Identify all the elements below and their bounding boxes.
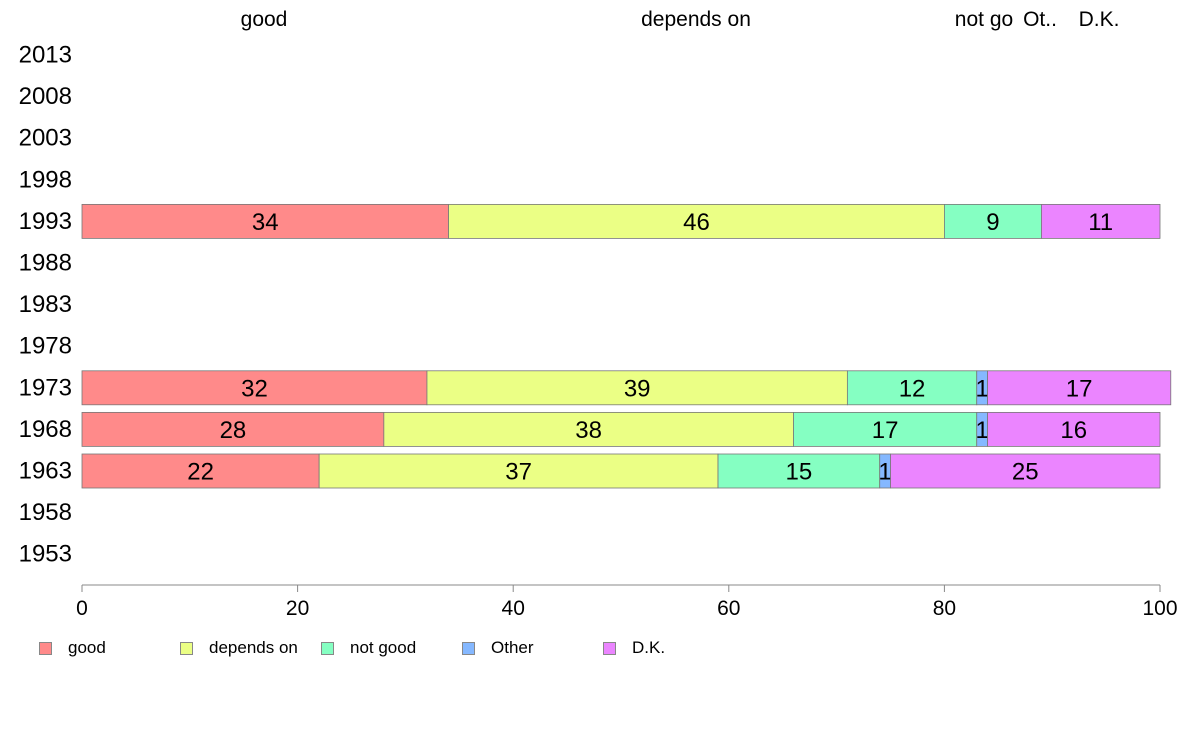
- x-tick-label: 0: [76, 597, 88, 620]
- data-label: 32: [241, 375, 268, 402]
- data-label: 15: [786, 459, 813, 486]
- bar-segment: [987, 411, 1161, 447]
- bar-segment: [81, 370, 428, 406]
- x-tick-label: 20: [286, 597, 309, 620]
- x-tick-label: 40: [502, 597, 525, 620]
- data-label: 28: [220, 417, 247, 444]
- legend-label: Other: [491, 638, 534, 657]
- data-label: 22: [187, 459, 214, 486]
- y-tick-label: 1998: [19, 166, 72, 193]
- data-label: 38: [575, 417, 602, 444]
- data-label: 1: [975, 417, 988, 444]
- data-label: 39: [624, 375, 651, 402]
- bar-segment: [383, 411, 794, 447]
- x-tick-label: 100: [1142, 597, 1177, 620]
- data-label: 37: [505, 459, 532, 486]
- bar-segment: [944, 203, 1042, 239]
- legend-swatch: [39, 641, 52, 655]
- bar-segment: [318, 453, 719, 489]
- column-header: Ot..: [1023, 8, 1057, 31]
- bar-segment: [717, 453, 881, 489]
- y-tick-label: 1968: [19, 416, 72, 443]
- y-tick-label: 2013: [19, 42, 72, 69]
- y-tick-label: 1953: [19, 541, 72, 568]
- y-tick-label: 1983: [19, 291, 72, 318]
- legend-label: not good: [350, 638, 417, 657]
- legend-item-depends-on: depends on: [180, 638, 298, 658]
- legend-item-not-good: not good: [321, 638, 416, 658]
- y-tick-label: 1978: [19, 333, 72, 360]
- legend-item-good: good: [39, 638, 106, 658]
- legend-item-other: Other: [462, 638, 534, 658]
- data-label: 9: [986, 209, 999, 236]
- bar-segment: [1041, 203, 1161, 239]
- data-label: 17: [1066, 375, 1093, 402]
- column-header: D.K.: [1078, 8, 1120, 31]
- y-tick-label: 2003: [19, 125, 72, 152]
- legend-swatch: [603, 641, 616, 655]
- data-label: 17: [872, 417, 899, 444]
- bar-segment: [81, 203, 449, 239]
- legend-swatch: [462, 641, 475, 655]
- column-header: depends on: [641, 8, 751, 31]
- y-tick-label: 1963: [19, 458, 72, 485]
- data-label: 34: [252, 209, 279, 236]
- y-tick-label: 1988: [19, 250, 72, 277]
- data-label: 46: [683, 209, 710, 236]
- data-label: 11: [1088, 209, 1113, 236]
- data-label: 1: [975, 375, 988, 402]
- bar-segment: [890, 453, 1161, 489]
- y-tick-label: 1958: [19, 499, 72, 526]
- x-tick-label: 60: [717, 597, 740, 620]
- data-label: 12: [899, 375, 926, 402]
- y-tick-label: 1993: [19, 208, 72, 235]
- bar-segment: [448, 203, 945, 239]
- bar-segment: [987, 370, 1172, 406]
- column-header: not go: [954, 8, 1014, 31]
- legend-label: depends on: [209, 638, 298, 657]
- legend-swatch: [321, 641, 334, 655]
- data-label: 16: [1060, 417, 1087, 444]
- y-tick-label: 2008: [19, 83, 72, 110]
- legend-swatch: [180, 641, 193, 655]
- legend-item-dk: D.K.: [603, 638, 665, 658]
- legend-label: D.K.: [632, 638, 666, 657]
- y-tick-label: 1973: [19, 374, 72, 401]
- data-label: 25: [1012, 459, 1039, 486]
- bar-segment: [81, 411, 385, 447]
- column-header: good: [240, 8, 288, 31]
- bar-segment: [81, 453, 320, 489]
- data-label: 1: [878, 459, 891, 486]
- bar-segment: [793, 411, 978, 447]
- x-tick-label: 80: [933, 597, 956, 620]
- legend-label: good: [68, 638, 106, 657]
